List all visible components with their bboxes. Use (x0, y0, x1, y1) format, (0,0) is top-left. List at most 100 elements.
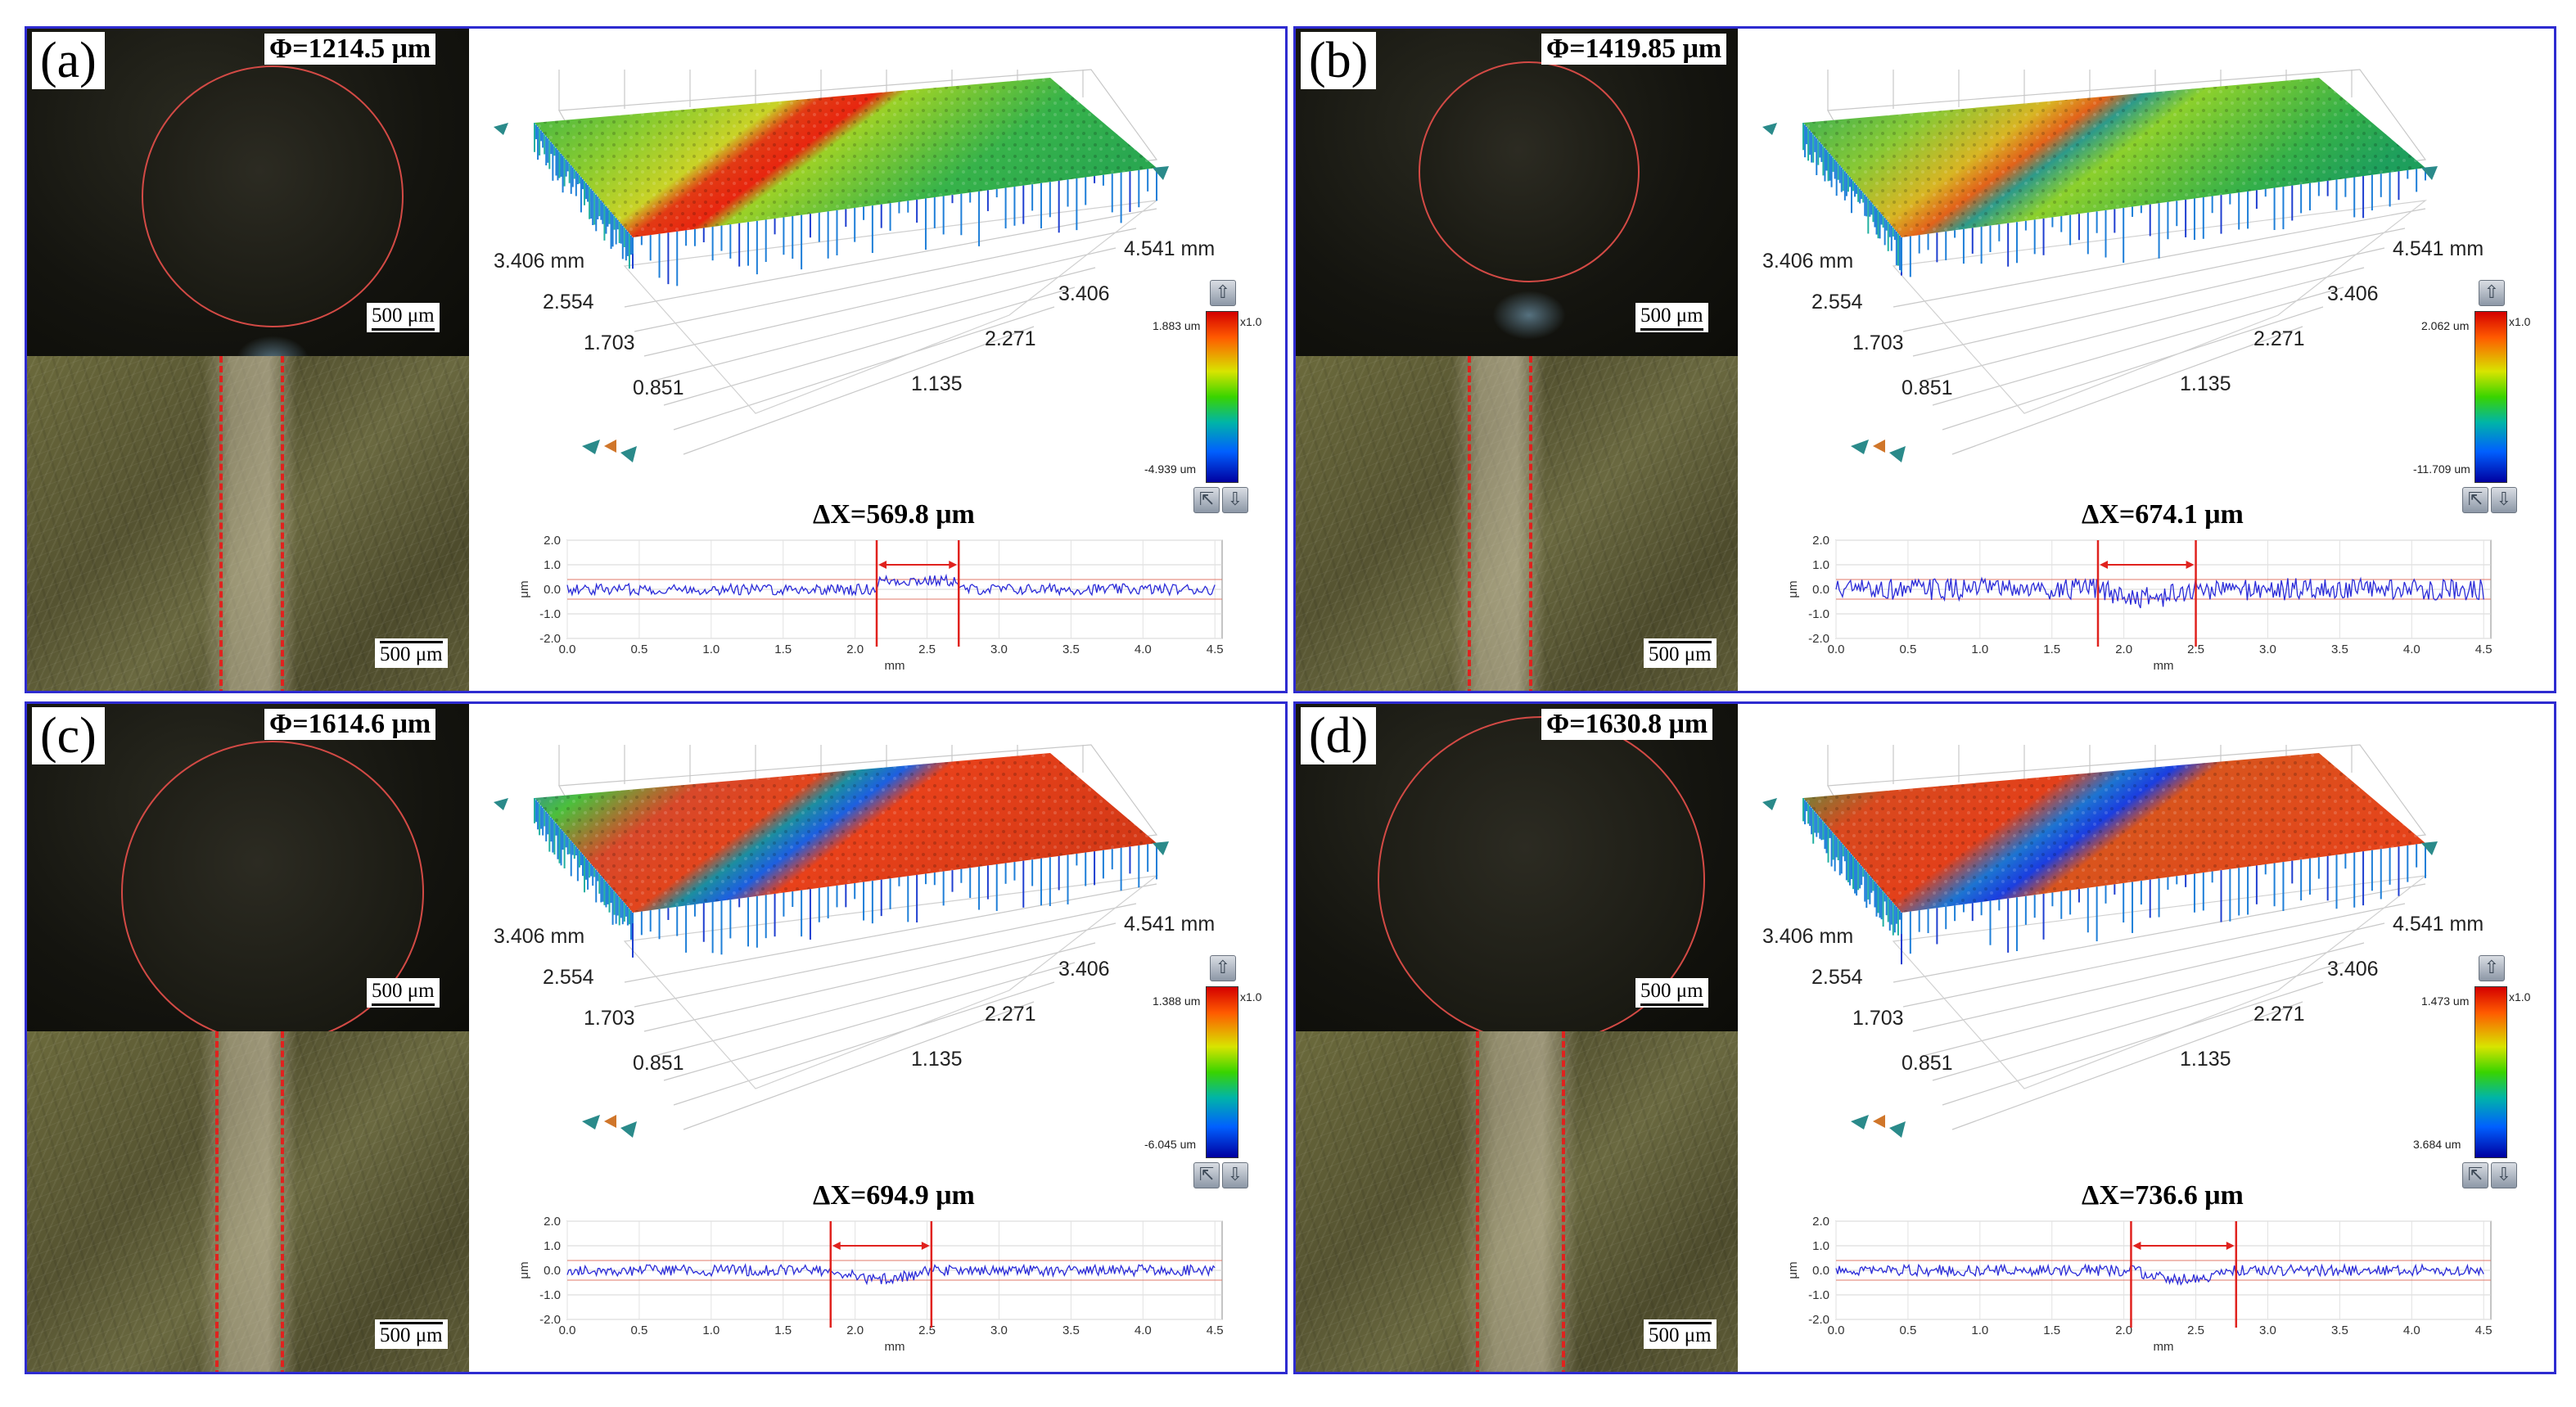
profile-x-tick: 2.0 (846, 1324, 864, 1337)
hole (1419, 61, 1640, 282)
scale-down-button[interactable]: ⇩ (2491, 1162, 2517, 1188)
profile-x-tick: 0.5 (630, 1324, 647, 1337)
profile-x-label: mm (2154, 1340, 2174, 1352)
profile-x-tick: 3.0 (990, 643, 1008, 656)
surface-3d-wrap (485, 61, 1189, 499)
profile-x-tick: 1.0 (1971, 643, 1988, 656)
scale-up-button[interactable]: ⇧ (2479, 280, 2505, 306)
scale-reset-button[interactable]: ⇱ (1193, 487, 1220, 513)
profile-y-tick: 2.0 (544, 1215, 561, 1229)
scale-down-button[interactable]: ⇩ (2491, 487, 2517, 513)
scale-down-button[interactable]: ⇩ (1222, 1162, 1248, 1188)
profile-trace (1835, 1263, 2484, 1286)
profile-y-tick: 1.0 (1812, 1239, 1829, 1253)
scale-bar-top: 500 μm (1635, 978, 1708, 1008)
surface-spikes (1802, 798, 2426, 965)
axis-x-tick-label: 1.135 (2180, 1048, 2231, 1071)
axis-y-tick-label: 2.554 (1811, 966, 1863, 989)
axis-arrow-icons (494, 123, 1169, 462)
profile-x-tick: 4.5 (1207, 1324, 1224, 1337)
panel-label: (c) (32, 707, 105, 764)
axis-x-tick-label: 2.271 (985, 1003, 1036, 1026)
color-scale-max: 1.388 um (1153, 994, 1201, 1008)
color-scale-max: 2.062 um (2421, 319, 2470, 332)
scale-bar-line (372, 1003, 435, 1006)
profile-y-tick: -2.0 (1808, 1313, 1829, 1327)
scale-bar-bottom: 500 μm (375, 638, 448, 668)
surface-spikes (1802, 123, 2426, 277)
scale-reset-button[interactable]: ⇱ (1193, 1162, 1220, 1188)
axis-x-tick-label: 2.271 (985, 327, 1036, 350)
profile-x-tick: 3.0 (2259, 1324, 2276, 1337)
hole-micrograph: (b) Φ=1419.85 μm 500 μm (1296, 29, 1738, 356)
delta-x-arrowhead (2186, 561, 2195, 569)
axis-arrow-icons (494, 798, 1169, 1138)
profile-x-tick: 3.5 (1062, 1324, 1080, 1337)
scale-down-button[interactable]: ⇩ (1222, 487, 1248, 513)
axis-x-tick-label: 3.406 (1058, 958, 1110, 981)
delta-x-arrowhead (949, 561, 958, 569)
profile-y-tick: 2.0 (1812, 534, 1829, 548)
profile-wrap: 2.0 1.0 0.0 -1.0 -2.0 0.0 0.5 1.0 1.5 2.0 2.5 3.0 3.… (1771, 1213, 2507, 1356)
profile-x-tick: 4.5 (2475, 1324, 2493, 1337)
scale-up-button[interactable]: ⇧ (2479, 955, 2505, 981)
profile-chart: 2.01.00.0-1.0-2.00.0 0.5 1.0 1.5 2.0 2.5 3.0 3.… (1786, 1215, 2493, 1354)
profile-y-tick: 0.0 (1812, 583, 1829, 597)
profile-x-tick: 1.0 (1971, 1324, 1988, 1337)
color-scale-zoom: x1.0 (1240, 990, 1262, 1003)
color-scale-zoom: x1.0 (2509, 315, 2531, 328)
profile-y-tick: 2.0 (1812, 1215, 1829, 1229)
profile-y-tick: 2.0 (544, 534, 561, 548)
profile-x-tick: 1.5 (774, 1324, 792, 1337)
hole-micrograph: (c) Φ=1614.6 μm 500 μm (27, 704, 469, 1031)
surface-3d-wrap (1754, 737, 2458, 1175)
axis-y-tick-label: 1.703 (584, 331, 635, 354)
profile-x-tick: 0.5 (1899, 643, 1916, 656)
color-scale-zoom: x1.0 (2509, 990, 2531, 1003)
diameter-label: Φ=1419.85 μm (1541, 34, 1727, 65)
wear-track (1459, 1031, 1578, 1372)
scale-bar-line (380, 641, 443, 643)
surface-spikes (534, 798, 1157, 958)
diameter-label: Φ=1214.5 μm (264, 34, 436, 65)
profile-y-label: μm (517, 1261, 531, 1278)
light-glow (236, 336, 309, 356)
profile-x-tick: 0.0 (1828, 643, 1845, 656)
axis-y-tick-label: 2.554 (543, 291, 594, 313)
scale-reset-button[interactable]: ⇱ (2462, 1162, 2488, 1188)
scale-bar-line (1649, 1322, 1712, 1324)
axis-y-tick-label: 0.851 (633, 1052, 684, 1075)
axis-y-tick-label: 1.703 (584, 1007, 635, 1030)
scale-bar-label: 500 μm (1649, 1324, 1712, 1346)
profile-trace (566, 573, 1216, 597)
profile-y-tick: -2.0 (1808, 632, 1829, 646)
scale-bar-top: 500 μm (367, 303, 440, 332)
axis-x-tick-label: 1.135 (2180, 372, 2231, 395)
surface-roughness (1803, 753, 2425, 913)
scale-bar-line (1640, 1003, 1703, 1006)
profile-y-tick: 1.0 (1812, 558, 1829, 572)
axis-arrow-icons (1762, 123, 2438, 462)
panel-c: (c) Φ=1614.6 μm 500 μm 500 μm 3.406 mm 2.554 1… (25, 701, 1288, 1374)
surface-spikes (534, 123, 1157, 286)
profile-x-tick: 1.5 (2043, 643, 2060, 656)
delta-x-arrowhead (921, 1242, 930, 1250)
delta-x-label: ΔX=569.8 μm (813, 499, 975, 530)
scale-bar-label: 500 μm (380, 1324, 443, 1346)
diameter-label: Φ=1614.6 μm (264, 709, 436, 740)
profile-x-tick: 2.0 (846, 643, 864, 656)
scale-up-button[interactable]: ⇧ (1210, 955, 1236, 981)
scale-reset-button[interactable]: ⇱ (2462, 487, 2488, 513)
axis-y-tick-label: 0.851 (633, 377, 684, 399)
scale-bar-label: 500 μm (1640, 304, 1703, 327)
axis-x-tick-label: 1.135 (911, 1048, 963, 1071)
color-scale-max: 1.473 um (2421, 994, 2470, 1008)
axis-y-tick-label: 0.851 (1902, 1052, 1953, 1075)
scale-up-button[interactable]: ⇧ (1210, 280, 1236, 306)
axis-x-tick-label: 1.135 (911, 372, 963, 395)
track-edge-dash (281, 1031, 284, 1372)
color-scale-min: 3.684 um (2413, 1138, 2461, 1151)
panel-d: (d) Φ=1630.8 μm 500 μm 500 μm 3.406 mm 2.554 1… (1293, 701, 2556, 1374)
profile-x-tick: 1.5 (2043, 1324, 2060, 1337)
profile-x-tick: 1.0 (702, 1324, 720, 1337)
